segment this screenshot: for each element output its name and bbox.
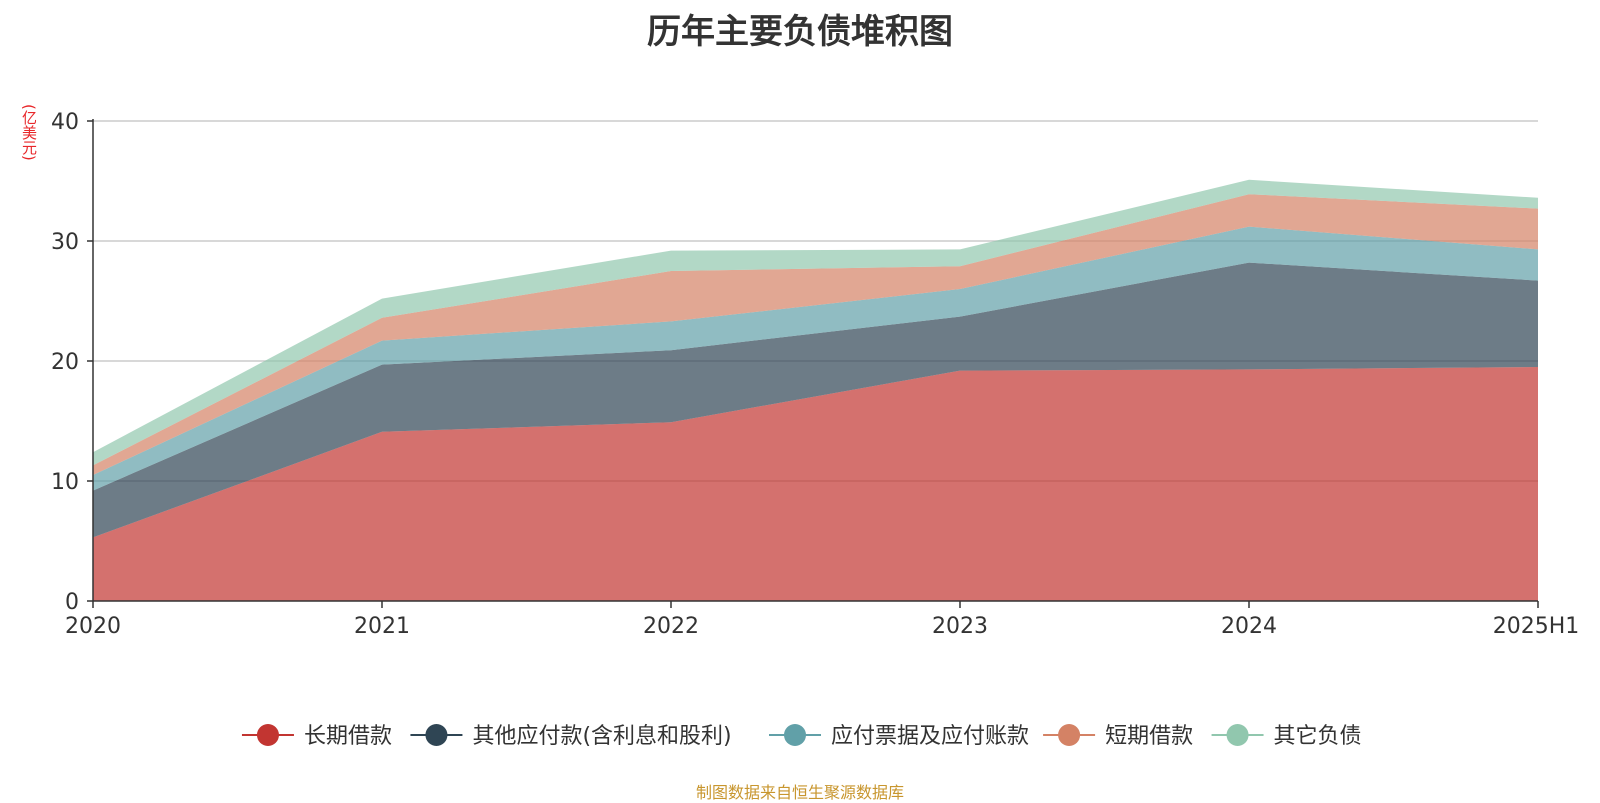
x-tick-label-2022: 2022	[643, 614, 699, 639]
x-tick-label-2024: 2024	[1221, 614, 1277, 639]
area-series-1[interactable]	[93, 262, 1538, 538]
legend-label-3: 短期借款	[1105, 724, 1193, 749]
legend-item-3[interactable]: 短期借款	[1043, 724, 1193, 749]
y-tick-label-0: 0	[65, 590, 79, 615]
legend-item-2[interactable]: 应付票据及应付账款	[769, 724, 1029, 749]
area-series-0[interactable]	[93, 367, 1538, 601]
legend-label-1: 其他应付款(含利息和股利)	[472, 724, 731, 749]
legend-label-4: 其它负债	[1274, 724, 1362, 749]
y-tick-label-10: 10	[51, 470, 79, 495]
legend-label-0: 长期借款	[304, 724, 392, 749]
legend-marker-1	[425, 724, 448, 746]
x-tick-label-2025H1: 2025H1	[1493, 614, 1580, 639]
y-tick-label-30: 30	[51, 230, 79, 255]
legend-item-0[interactable]: 长期借款	[241, 724, 392, 749]
y-tick-label-40: 40	[51, 110, 79, 135]
legend-marker-2	[784, 724, 806, 746]
data-source-note: 制图数据来自恒生聚源数据库	[695, 783, 904, 802]
chart-title: 历年主要负债堆积图	[647, 12, 953, 52]
x-tick-label-2020: 2020	[65, 614, 121, 639]
legend-label-2: 应付票据及应付账款	[831, 724, 1029, 749]
area-series-2[interactable]	[93, 226, 1538, 491]
legend-marker-0	[256, 724, 279, 746]
y-axis-unit-label: (亿美元)	[20, 104, 38, 161]
area-series-3[interactable]	[93, 194, 1538, 475]
y-tick-label-20: 20	[51, 350, 79, 375]
legend-item-1[interactable]: 其他应付款(含利息和股利)	[410, 724, 732, 749]
legend-marker-4	[1226, 724, 1249, 746]
x-tick-label-2023: 2023	[932, 614, 988, 639]
legend-marker-3	[1058, 724, 1081, 746]
x-tick-label-2021: 2021	[354, 614, 410, 639]
legend-item-4[interactable]: 其它负债	[1211, 724, 1362, 749]
